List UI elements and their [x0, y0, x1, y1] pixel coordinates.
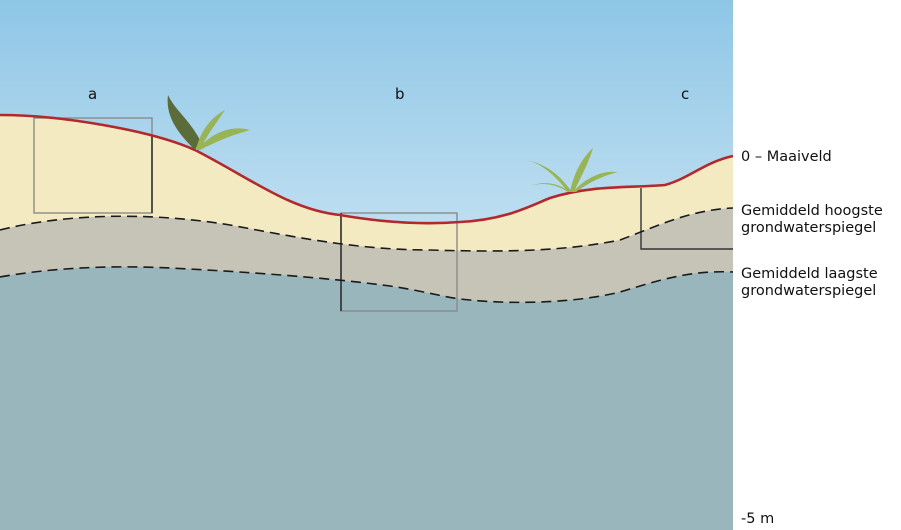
highest-groundwater-label-line2: grondwaterspiegel	[741, 220, 877, 236]
plant-leaf	[570, 148, 593, 192]
column-label-a: a	[88, 85, 98, 103]
plant-leaf	[167, 95, 200, 150]
ground-surface-line	[0, 113, 734, 225]
lowest-groundwater-label: Gemiddeld laagste grondwaterspiegel	[741, 266, 878, 300]
plant-leaf	[530, 183, 570, 192]
lowest-groundwater-label-line2: grondwaterspiegel	[741, 283, 877, 299]
lowest-groundwater-label-line1: Gemiddeld laagste	[741, 266, 878, 282]
highest-groundwater-label: Gemiddeld hoogste grondwaterspiegel	[741, 203, 883, 237]
lowest-groundwater-level-line	[0, 266, 734, 304]
plant-icon	[167, 95, 250, 150]
column-label-c: c	[681, 85, 690, 103]
column-label-b: b	[395, 85, 405, 103]
groundwater-zone	[0, 266, 733, 530]
plant-leaf	[573, 171, 618, 192]
highest-groundwater-label-line1: Gemiddeld hoogste	[741, 203, 883, 219]
depth-label-bottom: -5 m	[741, 511, 775, 527]
plant-icon	[525, 148, 618, 192]
plant-leaf	[525, 160, 572, 192]
surface-level-label: 0 – Maaiveld	[741, 149, 832, 165]
highest-groundwater-level-line	[0, 207, 734, 252]
plant-leaf	[196, 110, 225, 150]
plant-leaf	[197, 128, 250, 150]
profile-box-c	[640, 188, 733, 250]
